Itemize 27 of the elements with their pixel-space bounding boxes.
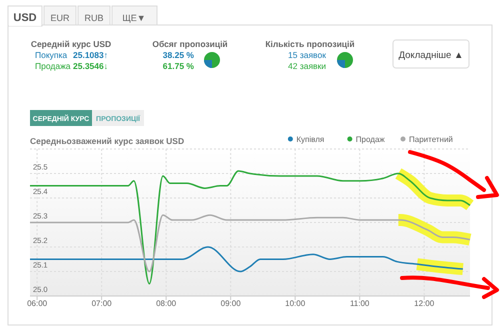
text: Кількість пропозицій [265,39,355,49]
legend-label: Продаж [356,135,386,144]
x-tick-label: 12:00 [414,299,435,308]
text: 15 заявок [288,50,326,60]
x-tick-label: 09:00 [220,299,242,308]
text: RUB [84,13,104,23]
text: ЩЕ▼ [122,13,146,23]
text: 61.75 % [162,61,194,71]
text: Продажа [35,61,71,71]
chart-title: Середньозважений курс заявок USD [30,136,184,146]
x-tick-label: 07:00 [92,299,112,308]
x-tick-label: 11:00 [350,299,370,308]
legend-label: Купівля [296,135,324,144]
text: 25.3546↓ [73,61,108,71]
text: 25.1083↑ [73,50,108,60]
text: Обсяг пропозицій [152,39,228,49]
text: Докладніше ▲ [398,50,464,61]
text: Середній курс USD [30,39,112,49]
x-tick-label: 06:00 [27,299,48,308]
x-tick-label: 10:00 [285,299,306,308]
x-tick-label: 08:00 [156,299,177,308]
text: 38.25 % [162,50,194,60]
text: EUR [50,13,70,23]
text: USD [13,12,37,24]
text: Покупка [35,50,68,60]
text: 42 заявки [288,61,326,71]
legend-label: Паритетний [409,135,453,144]
